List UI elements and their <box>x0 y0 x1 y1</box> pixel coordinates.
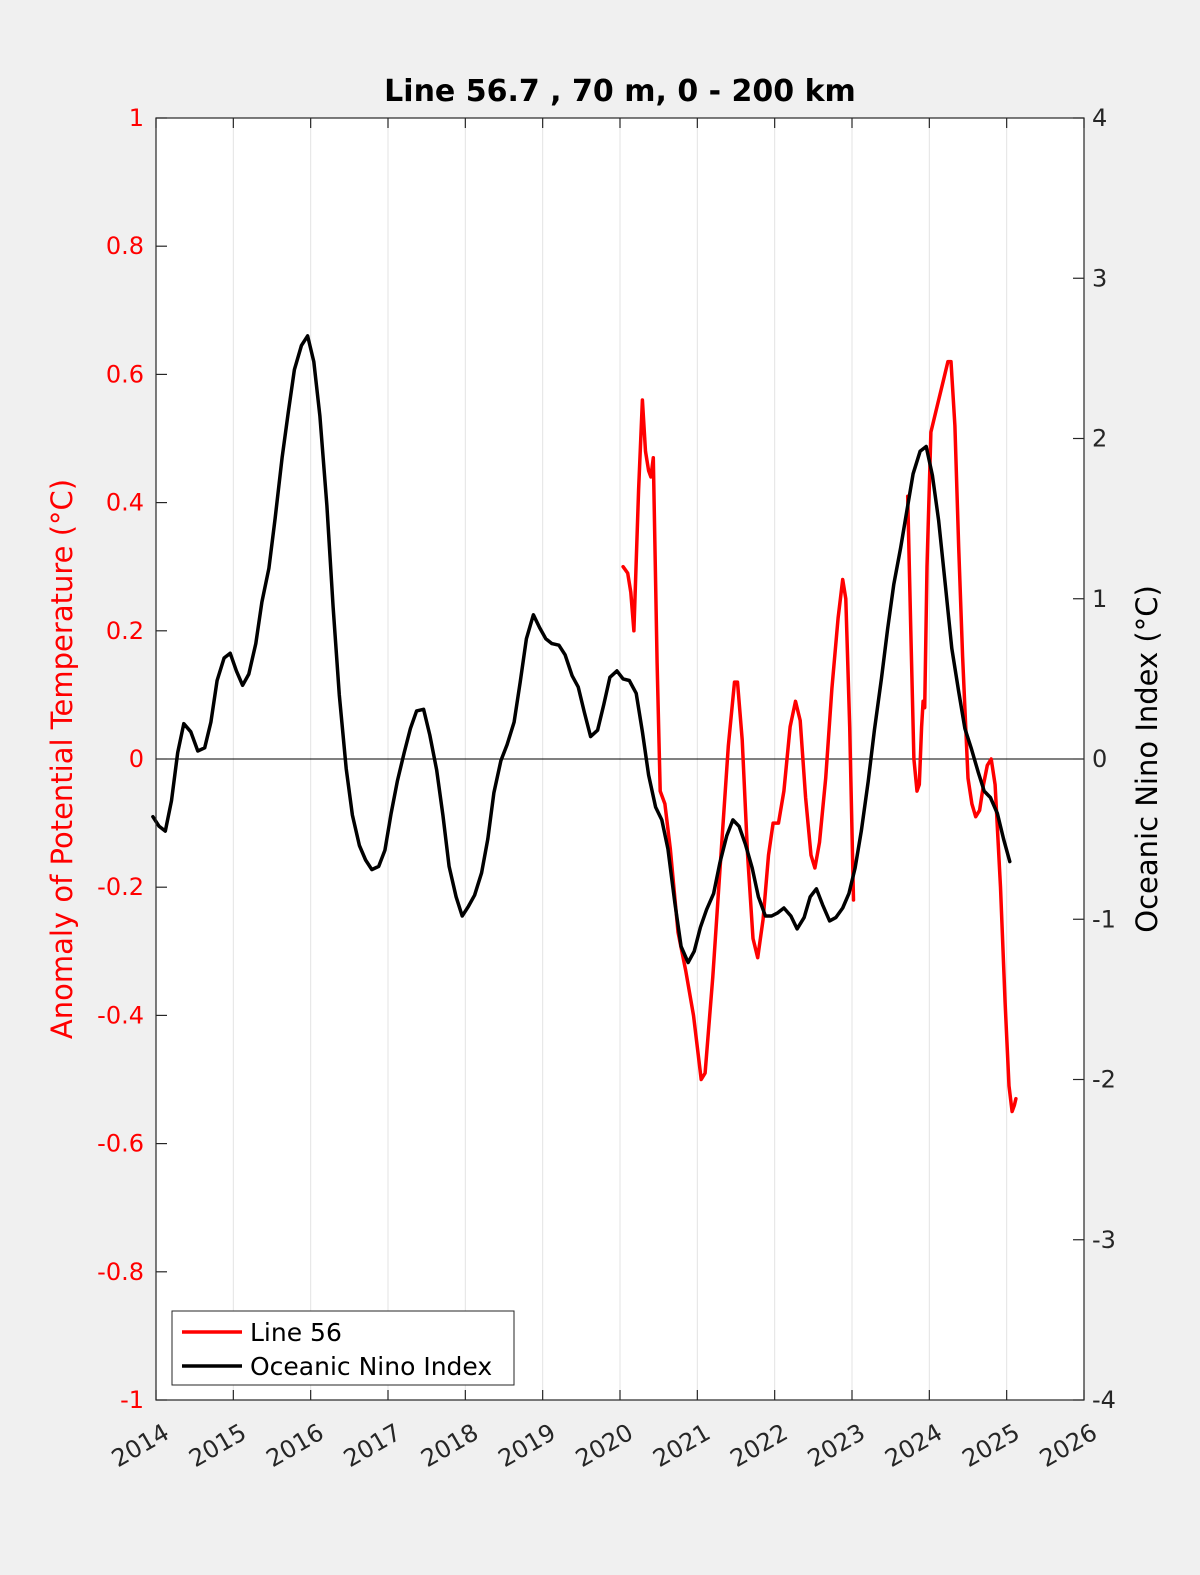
y-axis-title-left: Anomaly of Potential Temperature (°C) <box>45 479 79 1039</box>
legend-label-oceanic-nino-index: Oceanic Nino Index <box>250 1352 492 1381</box>
y-right-tick-label-2: 2 <box>1092 425 1107 453</box>
series-lines <box>151 334 1018 1114</box>
y-left-tick-label-0-4: 0.4 <box>106 489 144 517</box>
y-left-tick-label-1: -1 <box>120 1386 144 1414</box>
y-right-tick-label-0: 0 <box>1092 745 1107 773</box>
series-line-line-56-segment-1 <box>621 398 856 1082</box>
y-left-tick-label-0-4: -0.4 <box>97 1001 144 1029</box>
axis-ticks <box>155 117 1085 1401</box>
y-right-tick-label-2: -2 <box>1092 1066 1116 1094</box>
y-right-tick-label-4: -4 <box>1092 1386 1116 1414</box>
y-right-tick-label-4: 4 <box>1092 104 1107 132</box>
series-line-line-56-segment-2 <box>905 359 1018 1114</box>
y-left-tick-label-0-6: -0.6 <box>97 1130 144 1158</box>
y-right-tick-label-3: -3 <box>1092 1226 1116 1254</box>
legend-box <box>171 1310 515 1386</box>
y-left-tick-label-0-8: -0.8 <box>97 1258 144 1286</box>
y-left-tick-label-0-6: 0.6 <box>106 360 144 388</box>
y-left-tick-label-0-2: -0.2 <box>97 873 144 901</box>
y-left-tick-label-0-2: 0.2 <box>106 617 144 645</box>
y-left-tick-labels: -1 -0.8 -0.6 -0.4 -0.2 0 0.2 0.4 0.6 0.8 1 <box>97 104 144 1414</box>
chart-title: Line 56.7 , 70 m, 0 - 200 km <box>384 74 856 109</box>
y-right-tick-label-1: 1 <box>1092 585 1107 613</box>
y-right-tick-label-3: 3 <box>1092 264 1107 292</box>
y-axis-title-right: Oceanic Nino Index (°C) <box>1130 585 1164 933</box>
y-right-tick-label-1: -1 <box>1092 905 1116 933</box>
y-left-tick-label-0-8: 0.8 <box>106 232 144 260</box>
y-left-tick-label-0: 0 <box>129 745 144 773</box>
series-line-oceanic-nino-index-segment-1 <box>151 334 1012 965</box>
legend: Line 56 Oceanic Nino Index <box>171 1310 515 1386</box>
y-left-tick-label-1: 1 <box>129 104 144 132</box>
legend-label-line-56: Line 56 <box>250 1318 342 1347</box>
y-right-tick-labels: -4 -3 -2 -1 0 1 2 3 4 <box>1092 104 1116 1414</box>
